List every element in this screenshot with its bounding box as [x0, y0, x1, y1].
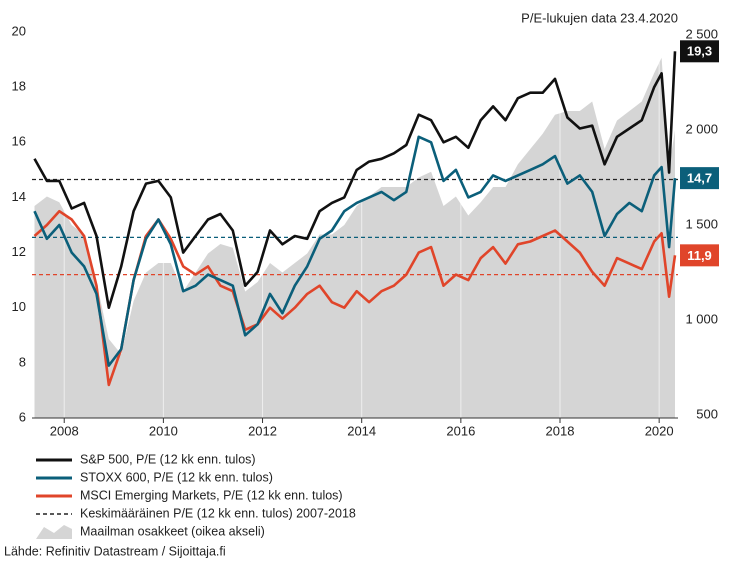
- data-note: P/E-lukujen data 23.4.2020: [521, 10, 678, 25]
- x-tick-label: 2020: [645, 423, 674, 438]
- y-tick-label: 18: [12, 79, 26, 94]
- source: Lähde: Refinitiv Datastream / Sijoittaja…: [4, 544, 226, 558]
- legend-label: STOXX 600, P/E (12 kk enn. tulos): [80, 470, 273, 484]
- y2-tick-label: 2 000: [685, 121, 718, 136]
- y2-tick-label: 1 000: [685, 311, 718, 326]
- x-tick-label: 2014: [347, 423, 376, 438]
- x-tick-label: 2012: [248, 423, 277, 438]
- end-label-box: [680, 167, 719, 190]
- end-label: 14,7: [687, 171, 712, 186]
- y-tick-label: 10: [12, 299, 26, 314]
- y-tick-label: 12: [12, 244, 26, 259]
- y-tick-label: 14: [12, 189, 26, 204]
- y-tick-label: 16: [12, 134, 26, 149]
- y2-tick-label: 2 500: [685, 26, 718, 41]
- y2-tick-label: 500: [696, 406, 718, 421]
- legend-label: S&P 500, P/E (12 kk enn. tulos): [80, 452, 256, 466]
- x-tick-label: 2016: [446, 423, 475, 438]
- line: [33, 51, 677, 309]
- end-label: 11,9: [687, 248, 712, 263]
- y-tick-label: 20: [12, 23, 26, 38]
- y2-tick-label: 1 500: [685, 216, 718, 231]
- end-label-box: [680, 244, 719, 267]
- legend-label: Maailman osakkeet (oikea akseli): [80, 524, 265, 538]
- y-tick-label: 8: [19, 354, 26, 369]
- line: [33, 135, 677, 367]
- y-tick-label: 6: [19, 409, 26, 424]
- end-label-box: [680, 40, 719, 63]
- end-label: 19,3: [687, 44, 712, 59]
- legend-label: MSCI Emerging Markets, P/E (12 kk enn. t…: [80, 488, 343, 502]
- legend-label: Keskimääräinen P/E (12 kk enn. tulos) 20…: [80, 506, 356, 520]
- x-tick-label: 2008: [50, 423, 79, 438]
- x-tick-label: 2018: [546, 423, 575, 438]
- x-tick-label: 2010: [149, 423, 178, 438]
- legend-swatch: [36, 525, 72, 539]
